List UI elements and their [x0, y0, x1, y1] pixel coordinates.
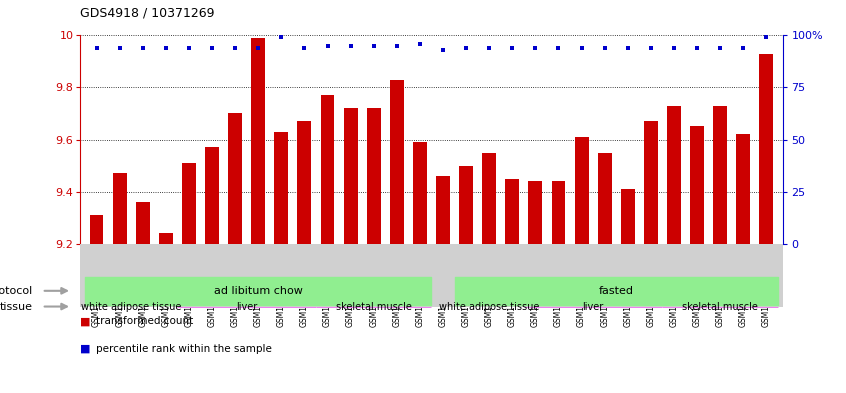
- Text: liver: liver: [236, 301, 257, 312]
- Point: [413, 40, 426, 47]
- Bar: [667, 106, 681, 244]
- Bar: [251, 38, 265, 244]
- Bar: [228, 114, 242, 244]
- Point: [159, 45, 173, 51]
- Point: [206, 45, 219, 51]
- Text: fasted: fasted: [599, 286, 634, 296]
- Text: percentile rank within the sample: percentile rank within the sample: [96, 344, 272, 354]
- Point: [598, 45, 612, 51]
- Bar: [298, 121, 311, 244]
- Bar: [459, 165, 473, 244]
- Point: [390, 43, 404, 49]
- Point: [182, 45, 195, 51]
- Point: [667, 45, 681, 51]
- Bar: [529, 181, 542, 244]
- Bar: [136, 202, 150, 244]
- Point: [275, 34, 288, 40]
- Text: ■: ■: [80, 344, 95, 354]
- Bar: [598, 152, 612, 244]
- Text: GDS4918 / 10371269: GDS4918 / 10371269: [80, 7, 215, 20]
- Point: [459, 45, 473, 51]
- Point: [482, 45, 496, 51]
- Bar: [690, 127, 704, 244]
- Bar: [321, 95, 334, 244]
- Bar: [760, 53, 773, 244]
- Point: [552, 45, 565, 51]
- Point: [90, 45, 103, 51]
- Point: [113, 45, 126, 51]
- Bar: [505, 178, 519, 244]
- Bar: [482, 152, 496, 244]
- Bar: [159, 233, 173, 244]
- Bar: [90, 215, 103, 244]
- Bar: [343, 108, 358, 244]
- Point: [690, 45, 704, 51]
- Bar: [644, 121, 658, 244]
- Point: [343, 43, 357, 49]
- Point: [437, 47, 450, 53]
- Bar: [113, 173, 127, 244]
- Bar: [713, 106, 727, 244]
- Text: skeletal muscle: skeletal muscle: [682, 301, 758, 312]
- Text: white adipose tissue: white adipose tissue: [439, 301, 540, 312]
- Bar: [413, 142, 427, 244]
- Text: white adipose tissue: white adipose tissue: [81, 301, 181, 312]
- Point: [251, 45, 265, 51]
- Bar: [574, 137, 589, 244]
- Point: [298, 45, 311, 51]
- Bar: [182, 163, 196, 244]
- Bar: [436, 176, 450, 244]
- Point: [644, 45, 657, 51]
- Point: [136, 45, 150, 51]
- Point: [321, 43, 334, 49]
- Text: ■: ■: [80, 316, 95, 326]
- Point: [713, 45, 727, 51]
- Point: [529, 45, 542, 51]
- Text: skeletal muscle: skeletal muscle: [336, 301, 412, 312]
- Text: transformed count: transformed count: [96, 316, 193, 326]
- Bar: [552, 181, 565, 244]
- Point: [737, 45, 750, 51]
- Bar: [274, 132, 288, 244]
- Text: tissue: tissue: [0, 301, 33, 312]
- Bar: [205, 147, 219, 244]
- Bar: [367, 108, 381, 244]
- Text: protocol: protocol: [0, 286, 33, 296]
- Point: [228, 45, 242, 51]
- Point: [367, 43, 381, 49]
- Bar: [621, 189, 634, 244]
- Bar: [736, 134, 750, 244]
- Bar: [390, 80, 404, 244]
- Point: [760, 34, 773, 40]
- Text: ad libitum chow: ad libitum chow: [214, 286, 303, 296]
- Point: [506, 45, 519, 51]
- Point: [574, 45, 588, 51]
- Text: liver: liver: [583, 301, 604, 312]
- Point: [621, 45, 634, 51]
